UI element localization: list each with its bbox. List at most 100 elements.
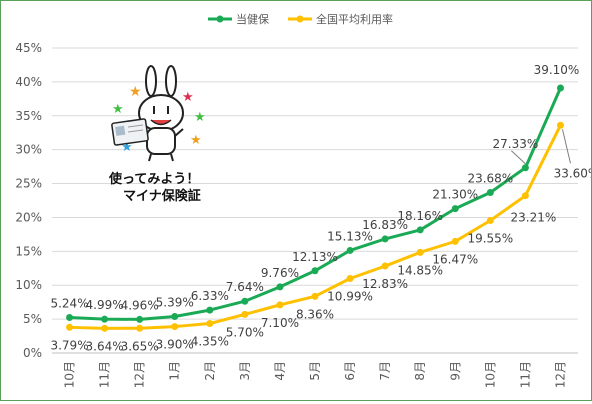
x-tick-label: 9月 [448, 361, 462, 381]
mascot-card [111, 118, 149, 146]
data-label: 14.85% [397, 263, 443, 277]
legend-label: 全国平均利用率 [316, 12, 393, 26]
x-tick-label: 12月 [553, 361, 567, 388]
data-label: 16.83% [362, 218, 408, 232]
data-label: 10.99% [327, 290, 373, 304]
y-tick-label: 15% [15, 244, 42, 258]
leader-line [511, 150, 526, 165]
data-point [556, 121, 564, 129]
data-label: 18.16% [397, 209, 443, 223]
data-point [206, 306, 214, 314]
legend-label: 当健保 [236, 12, 269, 26]
data-label: 4.96% [121, 298, 159, 312]
data-label: 5.24% [50, 296, 88, 310]
data-label: 19.55% [467, 231, 513, 245]
data-label: 9.76% [261, 266, 299, 280]
y-tick-label: 40% [15, 75, 42, 89]
data-point [136, 315, 144, 323]
data-label: 4.35% [191, 335, 229, 349]
data-label: 21.30% [432, 188, 478, 202]
star-icon: ★ [121, 140, 133, 155]
data-point [171, 323, 179, 331]
data-point [346, 275, 354, 283]
mascot-caption-line2: マイナ保険証 [123, 188, 201, 204]
data-label: 27.33% [493, 137, 539, 151]
star-icon: ★ [182, 90, 194, 105]
data-point [416, 226, 424, 234]
data-point [241, 297, 249, 305]
x-tick-label: 6月 [343, 361, 357, 381]
y-tick-label: 30% [15, 143, 42, 157]
data-label: 8.36% [296, 307, 334, 321]
star-icon: ★ [194, 110, 206, 125]
data-point [66, 313, 74, 321]
y-tick-label: 20% [15, 210, 42, 224]
y-tick-label: 45% [15, 41, 42, 55]
x-tick-label: 2月 [203, 361, 217, 381]
mascot-rabbit [138, 65, 184, 162]
data-point [521, 192, 529, 200]
data-label: 6.33% [191, 289, 229, 303]
data-point [206, 320, 214, 328]
data-labels: 5.24%4.99%4.96%5.39%6.33%7.64%9.76% 12.13… [50, 63, 592, 353]
data-point [381, 235, 389, 243]
data-label: 12.13% [292, 250, 338, 264]
x-tick-label: 3月 [238, 361, 252, 381]
legend-marker [216, 15, 224, 23]
star-icon: ★ [129, 84, 142, 100]
x-tick-label: 11月 [98, 361, 112, 388]
data-point [171, 312, 179, 320]
data-point [416, 248, 424, 256]
y-tick-label: 10% [15, 278, 42, 292]
y-tick-label: 35% [15, 109, 42, 123]
data-point [486, 216, 494, 224]
data-point [66, 323, 74, 331]
x-tick-label: 1月 [168, 361, 182, 381]
data-point [276, 283, 284, 291]
data-label: 23.21% [511, 211, 557, 225]
data-label: 39.10% [534, 63, 580, 77]
data-label: 15.13% [327, 229, 373, 243]
data-point [556, 84, 564, 92]
star-icon: ★ [112, 102, 124, 117]
series-lines [66, 84, 564, 332]
star-icon: ★ [190, 133, 202, 148]
leader-line [561, 129, 571, 164]
mascot-stars: ★ ★ ★ ★ ★ ★ [112, 84, 206, 155]
y-tick-label: 5% [23, 312, 42, 326]
mascot-illustration: ★ ★ ★ ★ ★ ★ [108, 65, 206, 204]
data-point [311, 267, 319, 275]
data-point [136, 324, 144, 332]
data-point [521, 164, 529, 172]
data-point [311, 292, 319, 300]
data-point [346, 246, 354, 254]
data-point [241, 310, 249, 318]
data-label: 3.64% [86, 339, 124, 353]
legend: 当健保 全国平均利用率 [208, 12, 393, 26]
x-tick-label: 10月 [63, 361, 77, 388]
x-tick-label: 7月 [378, 361, 392, 381]
data-label: 16.47% [432, 252, 478, 266]
y-tick-label: 0% [23, 346, 42, 360]
data-point [381, 262, 389, 270]
data-point [101, 324, 109, 332]
data-label: 12.83% [362, 277, 408, 291]
x-tick-label: 5月 [308, 361, 322, 381]
data-point [486, 189, 494, 197]
data-label: 3.79% [50, 338, 88, 352]
data-label: 23.68% [467, 172, 513, 186]
x-tick-label: 4月 [273, 361, 287, 381]
x-tick-label: 11月 [518, 361, 532, 388]
y-axis: 0% 5% 10% 15% 20% 25% 30% 35% 40% 45% [15, 41, 42, 360]
data-label: 4.99% [86, 298, 124, 312]
data-label: 3.65% [121, 339, 159, 353]
mascot-caption-line1: 使ってみよう！ [108, 171, 199, 187]
x-axis: 10月 11月 12月 1月 2月 3月 4月 5月 6月 7月 8月 9月 10月 11月 12月 [63, 361, 568, 388]
x-tick-label: 12月 [133, 361, 147, 388]
data-point [451, 205, 459, 213]
data-point [101, 315, 109, 323]
data-label: 7.64% [226, 280, 264, 294]
data-label: 5.70% [226, 325, 264, 339]
